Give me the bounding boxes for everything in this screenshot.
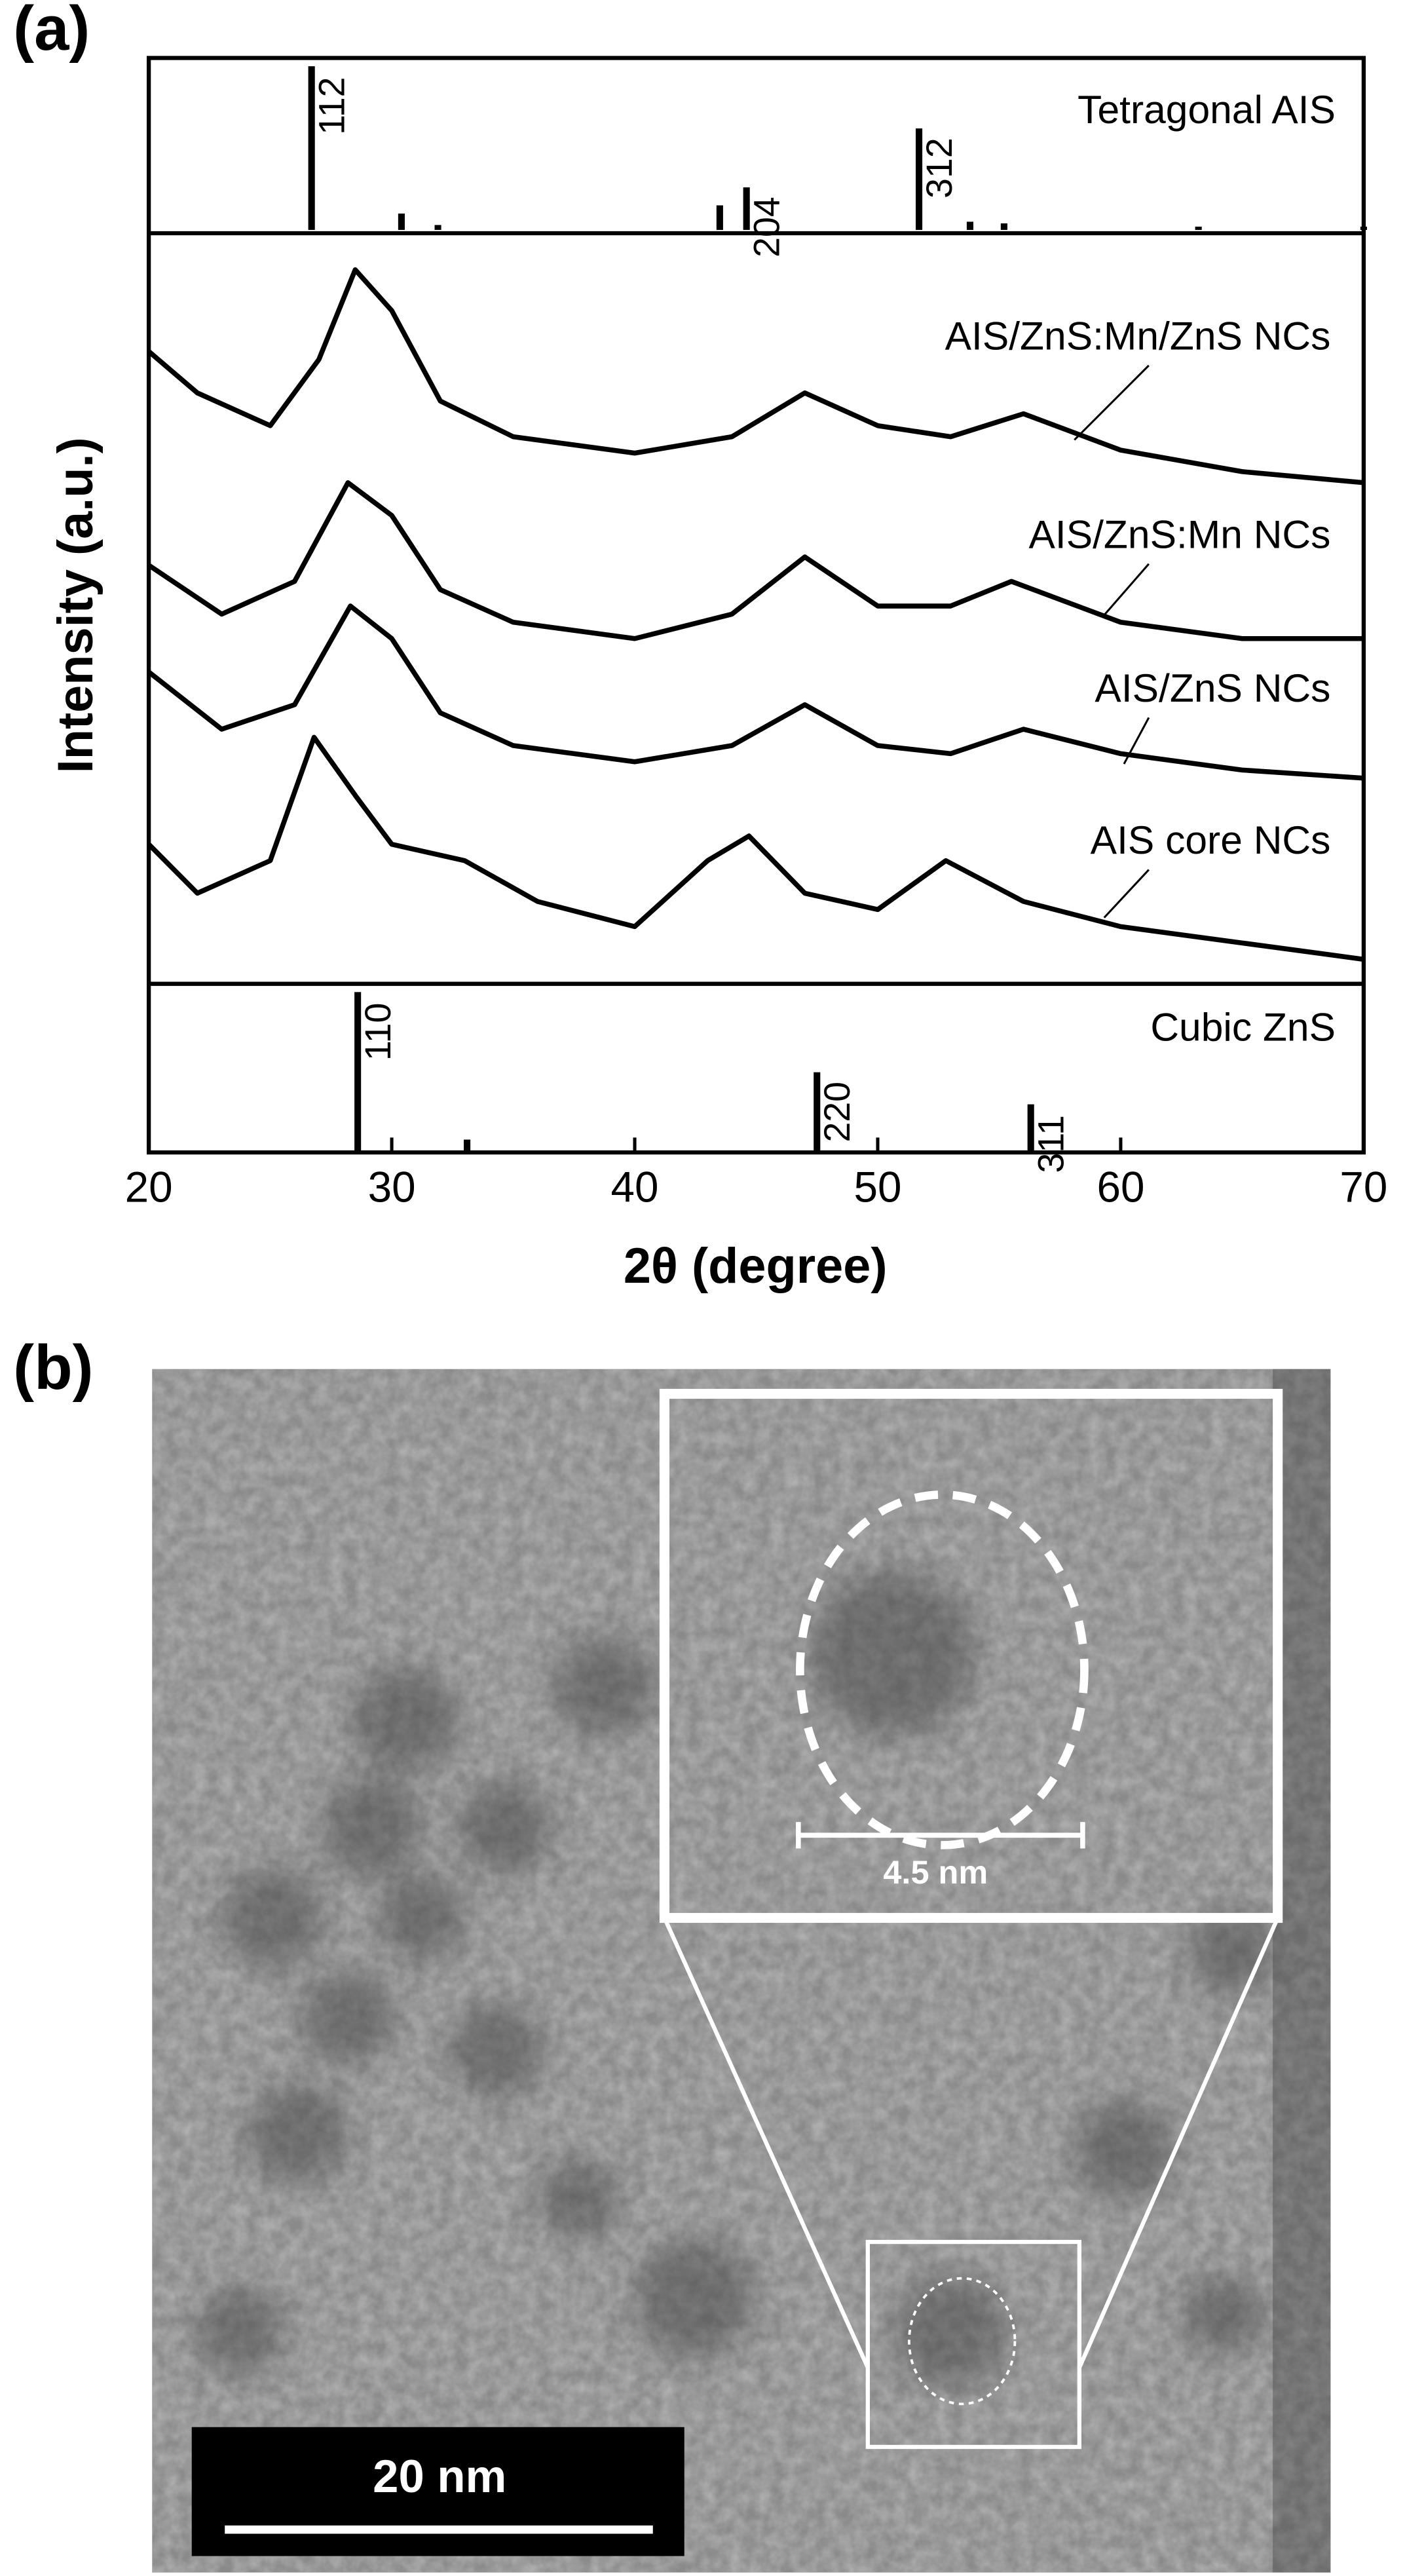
panel-label: (a) <box>13 0 90 64</box>
tem-image: 4.5 nm 20 nm <box>152 1369 1331 2573</box>
reference-peak <box>398 213 405 230</box>
zoom-line <box>1077 1917 1280 2369</box>
xrd-chart: Intensity (a.u.) 2θ (degree) 20 30 40 50 60 7… <box>48 56 1387 1294</box>
inset-scale-label: 4.5 nm <box>883 1853 988 1891</box>
reference-peak <box>434 225 441 230</box>
scale-bar-box <box>191 2427 684 2556</box>
leader-line <box>1103 869 1150 919</box>
x-tick-label: 70 <box>1339 1163 1387 1211</box>
scale-bar-label: 20 nm <box>373 2450 506 2502</box>
legend-label: AIS/ZnS:Mn/ZnS NCs <box>945 313 1331 358</box>
pattern-name: Tetragonal AIS <box>1077 87 1336 132</box>
reference-peak <box>354 992 362 1153</box>
peak-label: 312 <box>919 138 960 199</box>
peak-label: 204 <box>747 197 787 257</box>
xrd-curve <box>147 734 1364 962</box>
plot-frame <box>146 56 1366 1155</box>
peak-label: 220 <box>817 1082 857 1143</box>
reference-peak <box>464 1139 471 1153</box>
reference-peak <box>966 221 974 230</box>
peak-label: 110 <box>358 1003 398 1061</box>
reference-peak <box>1000 223 1007 230</box>
panel-label: (b) <box>13 1333 93 1403</box>
pattern-name: Cubic ZnS <box>1150 1004 1336 1049</box>
x-tick-label: 20 <box>125 1163 173 1211</box>
dashed-outline <box>796 1490 1089 1849</box>
x-tick-label: 40 <box>611 1163 659 1211</box>
dashed-outline <box>908 2277 1017 2406</box>
reference-peak <box>814 1072 821 1153</box>
peak-label: 112 <box>312 77 352 134</box>
tem-texture <box>152 1369 1331 2573</box>
xrd-curve <box>147 603 1364 781</box>
reference-peak <box>1027 1104 1034 1153</box>
leader-line <box>1123 717 1150 765</box>
x-axis-title: 2θ (degree) <box>624 1238 888 1294</box>
xrd-curve <box>147 267 1364 485</box>
reference-peak <box>308 66 315 230</box>
leader-line <box>1074 364 1150 441</box>
y-axis-title: Intensity (a.u.) <box>48 437 103 773</box>
xrd-curve <box>147 480 1364 641</box>
reference-peak <box>743 187 750 230</box>
inset-frame <box>659 1388 1283 1923</box>
reference-peak <box>916 128 923 230</box>
reference-peak <box>716 205 723 230</box>
legend-label: AIS/ZnS NCs <box>1095 666 1330 710</box>
reference-peak <box>1360 226 1367 230</box>
legend-label: AIS/ZnS:Mn NCs <box>1029 512 1331 556</box>
peak-label: 311 <box>1031 1115 1072 1173</box>
x-tick-label: 50 <box>854 1163 902 1211</box>
reference-peak <box>1195 226 1202 230</box>
leader-line <box>1103 563 1150 616</box>
x-tick-label: 30 <box>368 1163 416 1211</box>
zoom-box <box>865 2239 1082 2450</box>
legend-label: AIS core NCs <box>1091 818 1331 862</box>
zoom-line <box>662 1917 870 2369</box>
x-tick-label: 60 <box>1096 1163 1144 1211</box>
